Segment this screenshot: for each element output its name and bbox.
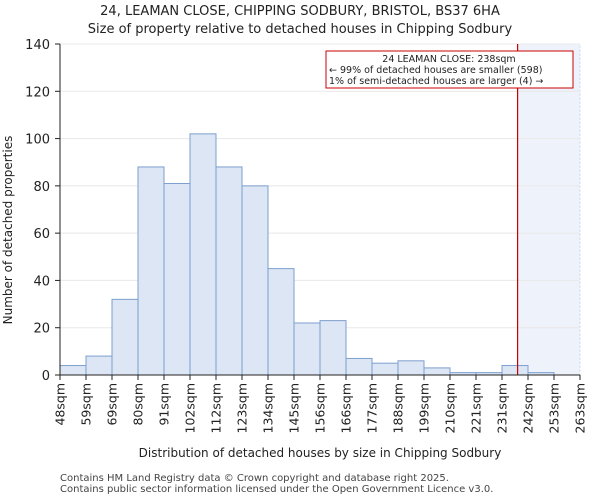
bar-199sqm	[423, 367, 451, 376]
x-tick-label-210sqm: 210sqm	[443, 383, 458, 433]
y-tick-label-3: 60	[33, 227, 50, 242]
bar-80sqm	[137, 166, 165, 376]
annotation-line-3: 1% of semi-detached houses are larger (4…	[329, 76, 543, 87]
y-tick-label-1: 20	[33, 322, 50, 337]
bar-123sqm	[241, 185, 269, 376]
x-tick-label-59sqm: 59sqm	[79, 383, 94, 426]
x-tick-label-199sqm: 199sqm	[417, 383, 432, 433]
x-tick-label-177sqm: 177sqm	[365, 383, 380, 433]
bar-91sqm	[163, 182, 191, 376]
bar-145sqm	[293, 322, 321, 376]
bar-69sqm	[111, 298, 139, 376]
annotation-line-1: 24 LEAMAN CLOSE: 238sqm	[382, 54, 515, 65]
x-tick-label-221sqm: 221sqm	[469, 383, 484, 433]
y-axis-label: Number of detached properties	[1, 136, 15, 325]
chart-title: 24, LEAMAN CLOSE, CHIPPING SODBURY, BRIS…	[100, 4, 500, 19]
x-tick-label-69sqm: 69sqm	[105, 383, 120, 426]
y-tick-label-0: 0	[42, 369, 50, 384]
y-tick-label-5: 100	[25, 133, 50, 148]
x-tick-label-263sqm: 263sqm	[573, 383, 588, 433]
x-tick-label-188sqm: 188sqm	[391, 383, 406, 433]
x-tick-label-242sqm: 242sqm	[521, 383, 536, 433]
bar-134sqm	[267, 268, 295, 376]
x-axis-label: Distribution of detached houses by size …	[139, 446, 502, 460]
footer-licence: Contains public sector information licen…	[60, 484, 494, 495]
y-tick-label-2: 40	[33, 274, 50, 289]
x-tick-label-166sqm: 166sqm	[339, 383, 354, 433]
x-tick-label-102sqm: 102sqm	[183, 383, 198, 433]
bar-177sqm	[371, 362, 399, 376]
y-tick-label-4: 80	[33, 180, 50, 195]
bar-112sqm	[215, 166, 243, 376]
x-tick-label-48sqm: 48sqm	[53, 383, 68, 426]
bar-231sqm	[501, 365, 529, 376]
annotation-box: 24 LEAMAN CLOSE: 238sqm ← 99% of detache…	[325, 50, 574, 89]
x-tick-label-231sqm: 231sqm	[495, 383, 510, 433]
chart-subtitle: Size of property relative to detached ho…	[88, 22, 513, 37]
annotation-line-2: ← 99% of detached houses are smaller (59…	[329, 65, 542, 76]
x-tick-label-253sqm: 253sqm	[547, 383, 562, 433]
bar-156sqm	[319, 320, 347, 376]
larger-region-highlight	[517, 43, 581, 376]
y-tick-label-7: 140	[25, 38, 50, 53]
x-tick-label-145sqm: 145sqm	[287, 383, 302, 433]
x-tick-label-91sqm: 91sqm	[157, 383, 172, 426]
bar-188sqm	[397, 360, 425, 376]
bar-102sqm	[189, 133, 217, 376]
y-tick-label-6: 120	[25, 85, 50, 100]
x-tick-label-123sqm: 123sqm	[235, 383, 250, 433]
x-tick-label-134sqm: 134sqm	[261, 383, 276, 433]
x-tick-label-156sqm: 156sqm	[313, 383, 328, 433]
bar-48sqm	[59, 365, 87, 376]
bar-166sqm	[345, 357, 373, 376]
bar-59sqm	[85, 355, 113, 376]
x-tick-label-80sqm: 80sqm	[131, 383, 146, 426]
footer-copyright: Contains HM Land Registry data © Crown c…	[60, 473, 449, 484]
x-tick-label-112sqm: 112sqm	[209, 383, 224, 433]
